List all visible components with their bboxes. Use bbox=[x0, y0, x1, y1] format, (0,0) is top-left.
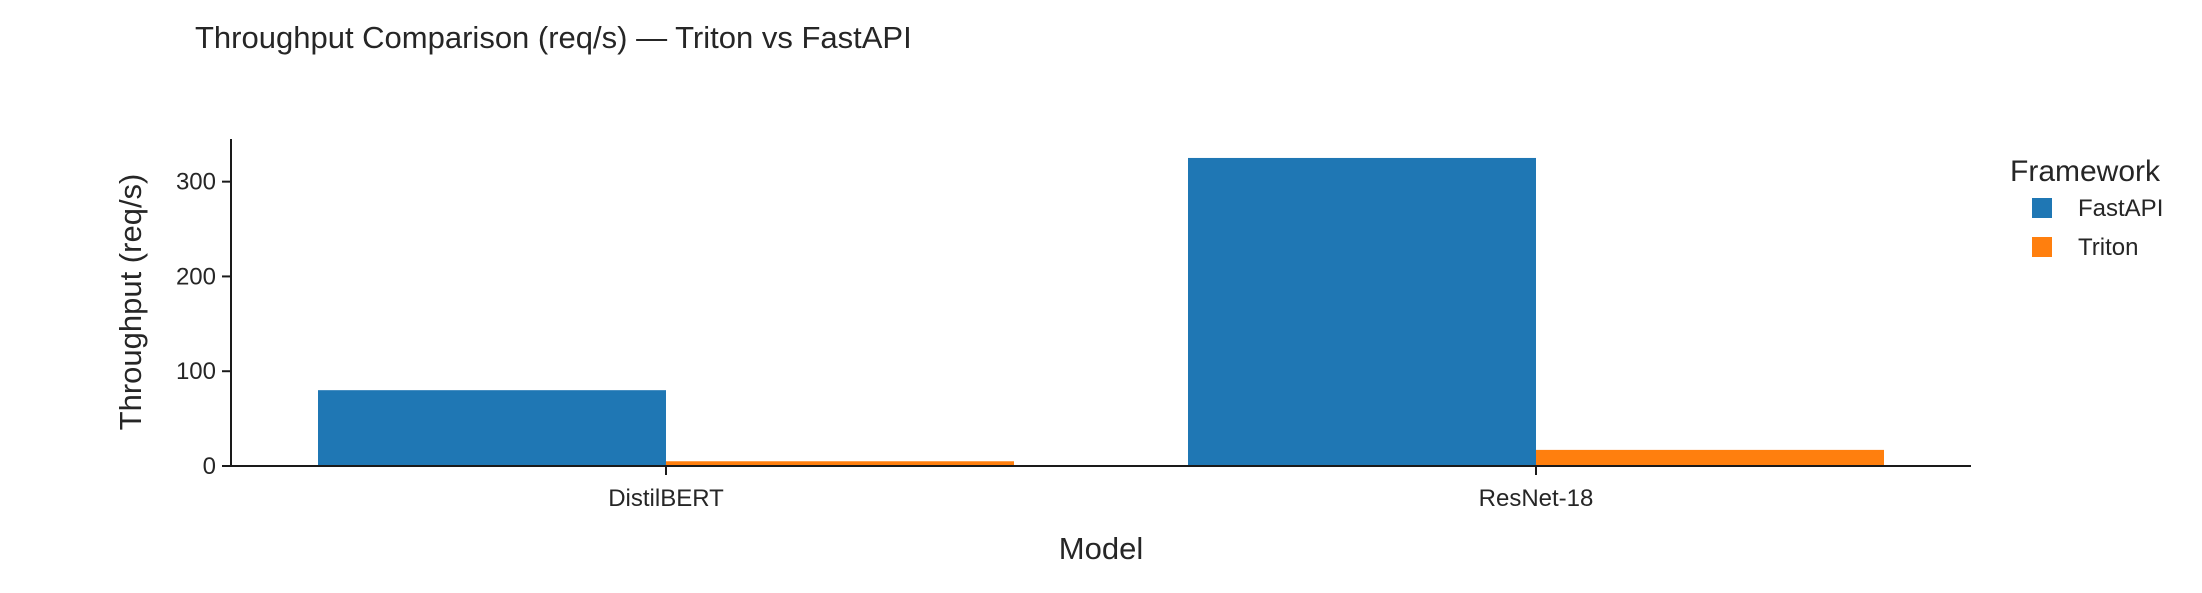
x-axis-ticks: DistilBERT ResNet-18 bbox=[608, 466, 1593, 512]
x-tick-label: ResNet-18 bbox=[1479, 485, 1594, 512]
legend-label-fastapi: FastAPI bbox=[2078, 195, 2163, 222]
y-axis-title: Throughput (req/s) bbox=[113, 174, 148, 431]
y-tick-label: 300 bbox=[176, 169, 216, 196]
y-tick-label: 0 bbox=[203, 453, 216, 480]
y-axis-ticks: 0 100 200 300 bbox=[176, 169, 231, 480]
chart-title: Throughput Comparison (req/s) — Triton v… bbox=[195, 20, 912, 55]
legend-title: Framework bbox=[2010, 155, 2161, 188]
y-tick-label: 100 bbox=[176, 358, 216, 385]
bar-triton-distilbert bbox=[666, 461, 1014, 466]
legend: Framework FastAPI Triton bbox=[2010, 155, 2163, 261]
x-axis-title: Model bbox=[1059, 531, 1143, 566]
legend-swatch-triton bbox=[2032, 237, 2052, 257]
bar-triton-resnet-18 bbox=[1536, 449, 1884, 466]
bar-fastapi-resnet-18 bbox=[1188, 157, 1536, 466]
x-tick-label: DistilBERT bbox=[608, 485, 724, 512]
bars bbox=[318, 157, 1884, 466]
legend-label-triton: Triton bbox=[2078, 234, 2138, 261]
legend-swatch-fastapi bbox=[2032, 198, 2052, 218]
bar-fastapi-distilbert bbox=[318, 390, 666, 466]
y-tick-label: 200 bbox=[176, 263, 216, 290]
